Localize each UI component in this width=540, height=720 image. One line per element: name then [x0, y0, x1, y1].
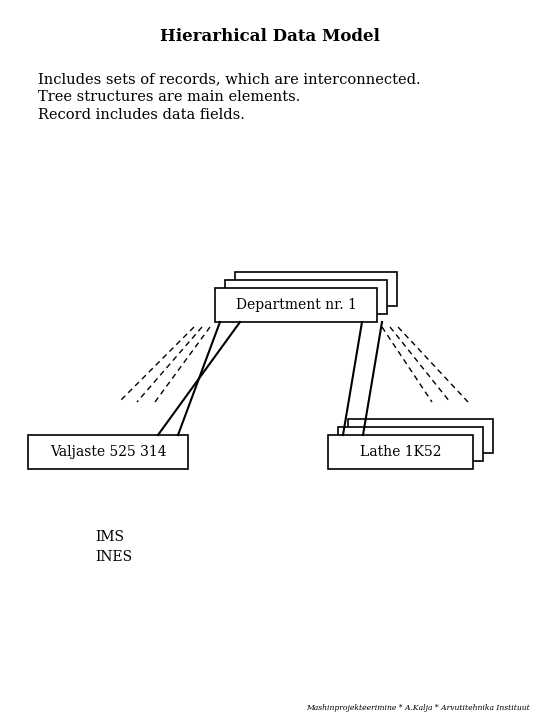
Text: Lathe 1K52: Lathe 1K52	[360, 445, 441, 459]
Text: Hierarhical Data Model: Hierarhical Data Model	[160, 28, 380, 45]
Text: Valjaste 525 314: Valjaste 525 314	[50, 445, 166, 459]
Text: INES: INES	[95, 550, 132, 564]
Text: Department nr. 1: Department nr. 1	[235, 298, 356, 312]
Bar	[215, 288, 377, 322]
Text: Includes sets of records, which are interconnected.: Includes sets of records, which are inte…	[38, 72, 421, 86]
Bar	[225, 280, 387, 314]
Bar	[28, 435, 188, 469]
Bar	[235, 272, 397, 306]
Bar	[348, 419, 493, 453]
Text: IMS: IMS	[95, 530, 124, 544]
Bar	[328, 435, 473, 469]
Text: Mashinprojekteerimine * A.Kalja * Arvutitehnika Instituut: Mashinprojekteerimine * A.Kalja * Arvuti…	[306, 704, 530, 712]
Text: Tree structures are main elements.: Tree structures are main elements.	[38, 90, 300, 104]
Bar	[338, 427, 483, 461]
Text: Record includes data fields.: Record includes data fields.	[38, 108, 245, 122]
